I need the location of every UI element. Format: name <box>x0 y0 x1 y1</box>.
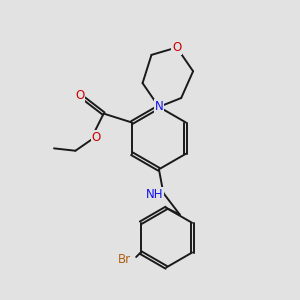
Text: O: O <box>92 131 101 144</box>
Text: O: O <box>172 41 182 54</box>
Text: N: N <box>154 100 163 113</box>
Text: Br: Br <box>118 254 131 266</box>
Text: NH: NH <box>146 188 163 201</box>
Text: O: O <box>75 89 85 102</box>
